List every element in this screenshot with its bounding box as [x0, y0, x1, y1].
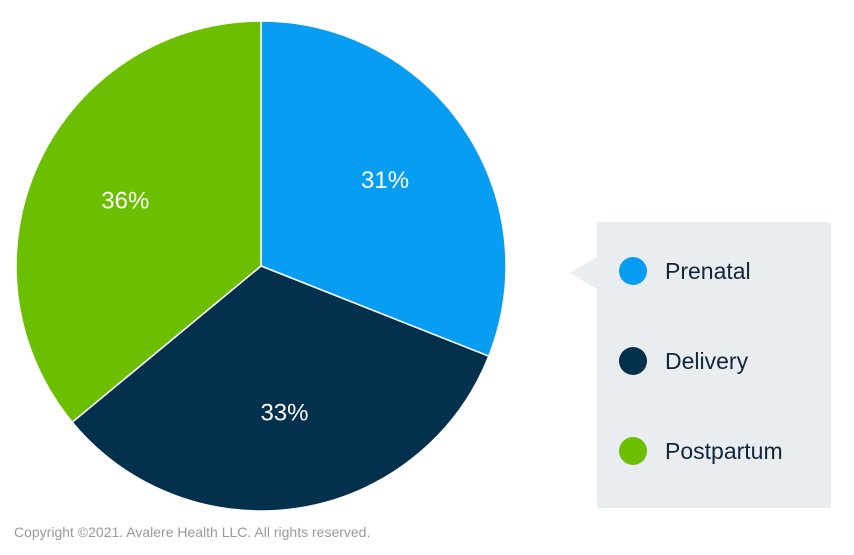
- legend-label-postpartum: Postpartum: [665, 437, 783, 464]
- pie-value-labels: 31% 33% 36%: [101, 167, 409, 426]
- legend-swatch-delivery: [619, 347, 647, 375]
- legend-item-delivery: Delivery: [619, 346, 748, 376]
- legend-item-postpartum: Postpartum: [619, 436, 783, 466]
- pie-label-prenatal: 31%: [361, 167, 409, 194]
- pie-slice-postpartum: [15, 20, 262, 424]
- legend: Prenatal Delivery Postpartum: [597, 222, 831, 508]
- pie-slice-prenatal: [260, 20, 507, 358]
- legend-label-prenatal: Prenatal: [665, 257, 751, 284]
- pie-label-delivery: 33%: [260, 399, 308, 426]
- copyright-notice: Copyright ©2021. Avalere Health LLC. All…: [14, 524, 371, 540]
- pie-slice-delivery: [71, 265, 490, 512]
- legend-label-delivery: Delivery: [665, 347, 749, 374]
- legend-pointer: [570, 257, 597, 289]
- legend-swatch-postpartum: [619, 437, 647, 465]
- pie-slices: [15, 20, 507, 512]
- legend-item-prenatal: Prenatal: [619, 256, 751, 286]
- pie-label-postpartum: 36%: [101, 187, 149, 214]
- legend-swatch-prenatal: [619, 257, 647, 285]
